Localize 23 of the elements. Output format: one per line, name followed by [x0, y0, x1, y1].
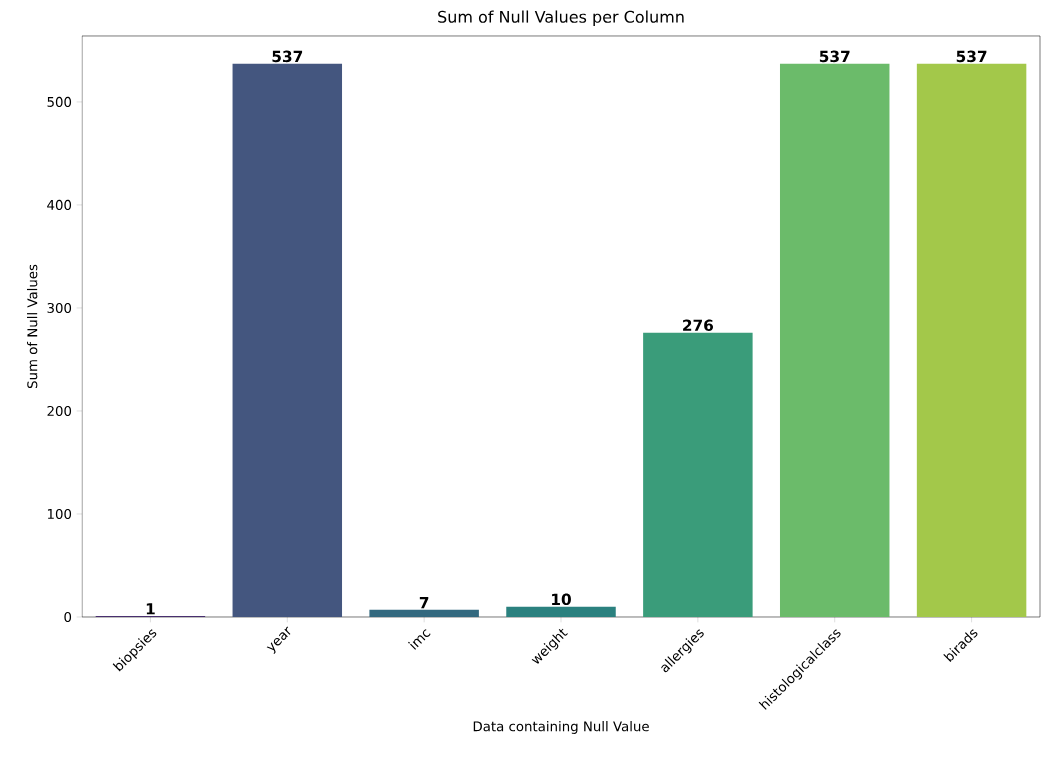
bar	[232, 63, 343, 617]
bar	[506, 606, 616, 617]
bar	[369, 609, 479, 617]
bar	[779, 63, 890, 617]
data-label: 10	[552, 593, 571, 606]
chart-title: Sum of Null Values per Column	[438, 10, 684, 26]
data-label: 537	[956, 50, 987, 63]
data-label: 276	[683, 319, 714, 332]
y-tick-label: 200	[47, 405, 72, 417]
y-tick-label: 100	[47, 508, 72, 520]
y-tick-label: 500	[47, 96, 72, 107]
y-tick-label: 300	[47, 302, 72, 313]
data-label: 537	[819, 50, 850, 63]
x-axis-title: Data containing Null Value	[473, 721, 649, 734]
data-label: 1	[146, 603, 155, 615]
y-tick-label: 0	[64, 611, 72, 623]
data-label: 537	[272, 50, 303, 63]
x-tick-label: imc	[408, 629, 431, 650]
data-label: 7	[419, 597, 429, 609]
bar	[643, 332, 753, 617]
y-tick-label: 400	[47, 199, 72, 210]
bar	[916, 63, 1027, 617]
y-axis-title: Sum of Null Values	[27, 264, 38, 389]
